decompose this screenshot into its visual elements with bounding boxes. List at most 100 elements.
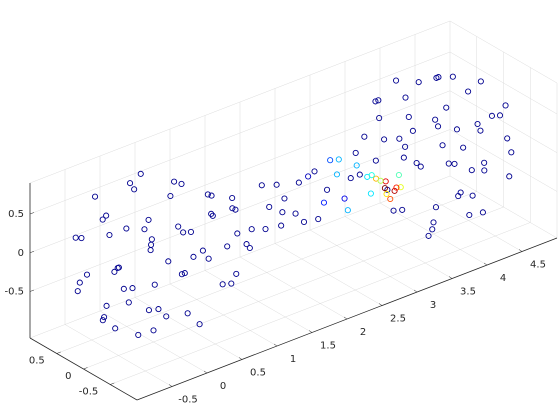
point <box>429 226 436 233</box>
point <box>305 173 312 180</box>
point <box>432 116 439 123</box>
grid-line <box>29 129 451 292</box>
point <box>92 193 99 200</box>
point <box>400 154 407 161</box>
point <box>368 172 375 179</box>
grid-line <box>83 206 504 370</box>
point <box>402 143 409 150</box>
point <box>372 98 379 105</box>
point <box>439 142 446 149</box>
point <box>204 191 211 198</box>
grid-line <box>56 191 477 354</box>
point <box>381 136 388 143</box>
point <box>163 313 170 320</box>
point <box>178 180 185 187</box>
x-tick-label: 2.5 <box>390 314 406 325</box>
x-tick <box>203 370 208 374</box>
point <box>323 186 331 193</box>
x-tick <box>483 262 488 266</box>
point <box>376 115 383 122</box>
point <box>395 171 402 179</box>
point <box>405 113 412 120</box>
point <box>496 112 504 119</box>
x-tick <box>168 384 173 387</box>
point <box>155 306 162 313</box>
point <box>432 204 440 211</box>
point <box>295 179 302 186</box>
point <box>145 307 152 314</box>
point <box>372 157 379 164</box>
point <box>258 182 265 189</box>
point <box>228 280 235 287</box>
point <box>425 232 432 239</box>
point <box>262 225 269 233</box>
point <box>402 94 409 101</box>
point <box>381 185 388 192</box>
point <box>481 159 488 166</box>
point <box>508 149 515 156</box>
point <box>300 218 308 225</box>
point <box>393 184 400 191</box>
x-tick-label: 1 <box>290 354 296 365</box>
point <box>232 206 239 213</box>
point <box>434 123 442 130</box>
x-tick <box>378 303 383 306</box>
point <box>224 243 231 250</box>
point <box>352 149 359 156</box>
point <box>125 299 132 306</box>
y-tick-label: 0 <box>65 371 71 382</box>
grid-line <box>110 222 531 385</box>
y-tick <box>83 367 88 370</box>
point <box>123 225 130 232</box>
point <box>72 234 79 241</box>
point <box>184 310 191 317</box>
point <box>341 195 348 202</box>
point <box>383 190 390 198</box>
point <box>396 135 403 142</box>
point <box>445 160 452 167</box>
x-tick-label: 4 <box>500 273 506 284</box>
point <box>266 203 273 210</box>
point <box>382 178 389 185</box>
point <box>167 192 174 200</box>
point <box>367 190 374 197</box>
point <box>344 207 351 214</box>
point <box>279 209 286 216</box>
point <box>392 77 400 84</box>
point <box>151 281 158 288</box>
point <box>281 195 288 202</box>
point <box>443 104 450 111</box>
x-tick-label: 4.5 <box>530 260 546 271</box>
point <box>488 112 496 119</box>
point <box>99 216 106 223</box>
y-tick-label: -0.5 <box>79 387 99 398</box>
point <box>196 321 203 328</box>
z-tick <box>29 289 35 292</box>
point <box>112 325 119 332</box>
point <box>219 281 226 288</box>
point <box>465 88 472 95</box>
point <box>111 268 118 275</box>
x-tick <box>308 330 313 333</box>
grid-line <box>449 51 558 115</box>
z-tick-label: 0.5 <box>8 209 24 220</box>
point <box>356 171 363 178</box>
point <box>477 78 484 85</box>
box-edge <box>449 175 558 239</box>
y-tick <box>110 382 115 385</box>
x-tick-label: 1.5 <box>320 341 336 352</box>
point <box>248 226 255 233</box>
point <box>103 212 110 219</box>
x-tick-label: 3 <box>430 300 436 311</box>
x-tick-label: 0.5 <box>250 368 266 379</box>
grid-line <box>449 90 558 153</box>
point <box>468 167 475 174</box>
point <box>335 156 342 163</box>
point <box>148 236 155 243</box>
x-tick <box>518 249 523 252</box>
x-tick <box>273 343 278 347</box>
point <box>145 216 152 223</box>
point <box>131 186 138 193</box>
point <box>453 126 461 133</box>
point <box>233 270 240 277</box>
